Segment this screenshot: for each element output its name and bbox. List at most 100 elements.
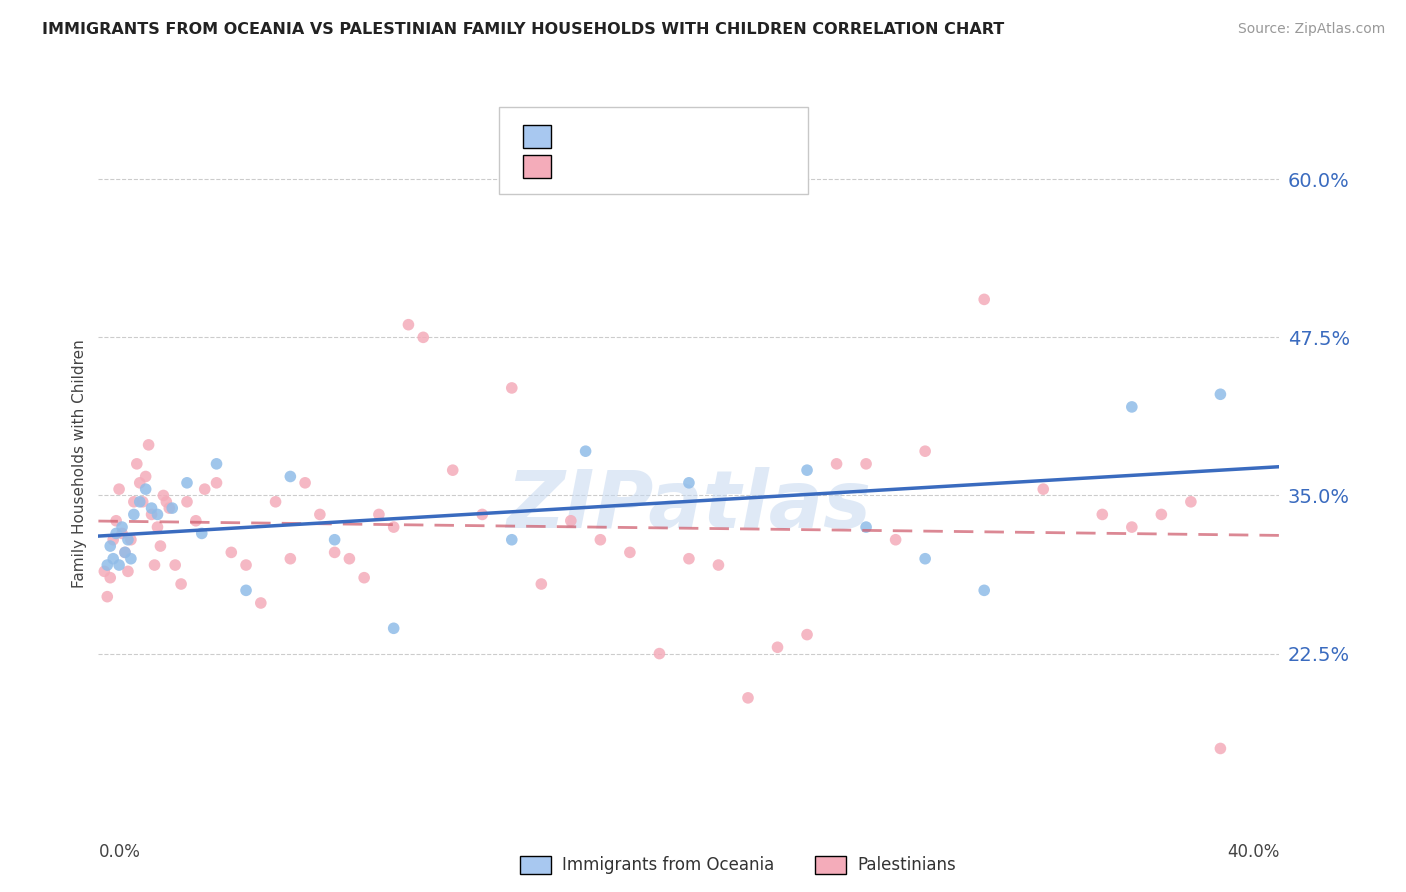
Point — [678, 551, 700, 566]
Text: 0.0%: 0.0% — [98, 843, 141, 861]
Point — [309, 508, 332, 522]
Point — [141, 501, 163, 516]
Point — [796, 463, 818, 477]
Point — [103, 551, 125, 566]
Point — [143, 558, 166, 572]
Point — [117, 533, 139, 547]
Point — [412, 330, 434, 344]
Point — [141, 508, 163, 522]
Point — [152, 488, 174, 502]
Point — [103, 533, 125, 547]
Point — [128, 495, 150, 509]
Point — [98, 571, 121, 585]
Point — [737, 690, 759, 705]
Point — [353, 571, 375, 585]
Point — [501, 381, 523, 395]
Point — [1150, 508, 1173, 522]
Point — [162, 501, 183, 516]
Point — [117, 565, 139, 579]
Point — [165, 558, 187, 572]
Point — [194, 482, 217, 496]
Point — [766, 640, 789, 655]
Point — [184, 514, 207, 528]
Point — [707, 558, 730, 572]
Point — [294, 475, 316, 490]
Text: R =: R = — [565, 158, 605, 176]
Point — [1209, 741, 1232, 756]
Point — [973, 583, 995, 598]
Point — [120, 551, 142, 566]
Text: 40.0%: 40.0% — [1227, 843, 1279, 861]
Point — [530, 577, 553, 591]
Point — [96, 590, 118, 604]
Point — [138, 438, 160, 452]
Point — [323, 533, 346, 547]
Point — [339, 551, 360, 566]
Point — [382, 520, 405, 534]
Point — [135, 482, 157, 496]
Point — [973, 293, 995, 307]
Point — [560, 514, 582, 528]
Text: 0.348: 0.348 — [596, 128, 648, 145]
Point — [471, 508, 494, 522]
Point — [589, 533, 612, 547]
Point — [146, 520, 169, 534]
Text: 0.233: 0.233 — [596, 158, 648, 176]
Point — [114, 545, 136, 559]
Point — [250, 596, 273, 610]
Point — [170, 577, 193, 591]
Point — [235, 558, 257, 572]
Point — [122, 508, 145, 522]
Text: IMMIGRANTS FROM OCEANIA VS PALESTINIAN FAMILY HOUSEHOLDS WITH CHILDREN CORRELATI: IMMIGRANTS FROM OCEANIA VS PALESTINIAN F… — [42, 22, 1004, 37]
Point — [114, 545, 136, 559]
Point — [111, 520, 134, 534]
Text: 31: 31 — [699, 128, 721, 145]
Point — [108, 482, 131, 496]
Point — [855, 457, 877, 471]
Text: ZIPatlas: ZIPatlas — [506, 467, 872, 545]
Text: N =: N = — [652, 128, 704, 145]
Point — [135, 469, 157, 483]
Y-axis label: Family Households with Children: Family Households with Children — [72, 340, 87, 588]
Point — [157, 501, 180, 516]
Point — [221, 545, 243, 559]
Point — [278, 469, 302, 483]
Point — [278, 551, 302, 566]
Point — [96, 558, 118, 572]
Point — [1032, 482, 1054, 496]
Point — [108, 558, 131, 572]
Point — [1091, 508, 1114, 522]
Point — [619, 545, 641, 559]
Text: Palestinians: Palestinians — [858, 856, 956, 874]
Point — [191, 526, 214, 541]
Point — [120, 533, 142, 547]
Point — [914, 551, 936, 566]
Point — [176, 475, 198, 490]
Point — [149, 539, 172, 553]
Point — [574, 444, 596, 458]
Point — [796, 627, 818, 641]
Point — [884, 533, 907, 547]
Point — [264, 495, 287, 509]
Point — [648, 647, 671, 661]
Point — [125, 457, 148, 471]
Point — [132, 495, 155, 509]
Point — [155, 495, 177, 509]
Point — [105, 514, 128, 528]
Point — [1180, 495, 1202, 509]
Point — [396, 318, 419, 332]
Point — [678, 475, 700, 490]
Point — [368, 508, 391, 522]
Point — [1209, 387, 1232, 401]
Point — [122, 495, 145, 509]
Point — [176, 495, 198, 509]
Text: Immigrants from Oceania: Immigrants from Oceania — [562, 856, 775, 874]
Point — [441, 463, 464, 477]
Point — [128, 475, 150, 490]
Point — [105, 526, 128, 541]
Point — [205, 475, 228, 490]
Point — [825, 457, 848, 471]
Text: N =: N = — [652, 158, 704, 176]
Point — [323, 545, 346, 559]
Text: Source: ZipAtlas.com: Source: ZipAtlas.com — [1237, 22, 1385, 37]
